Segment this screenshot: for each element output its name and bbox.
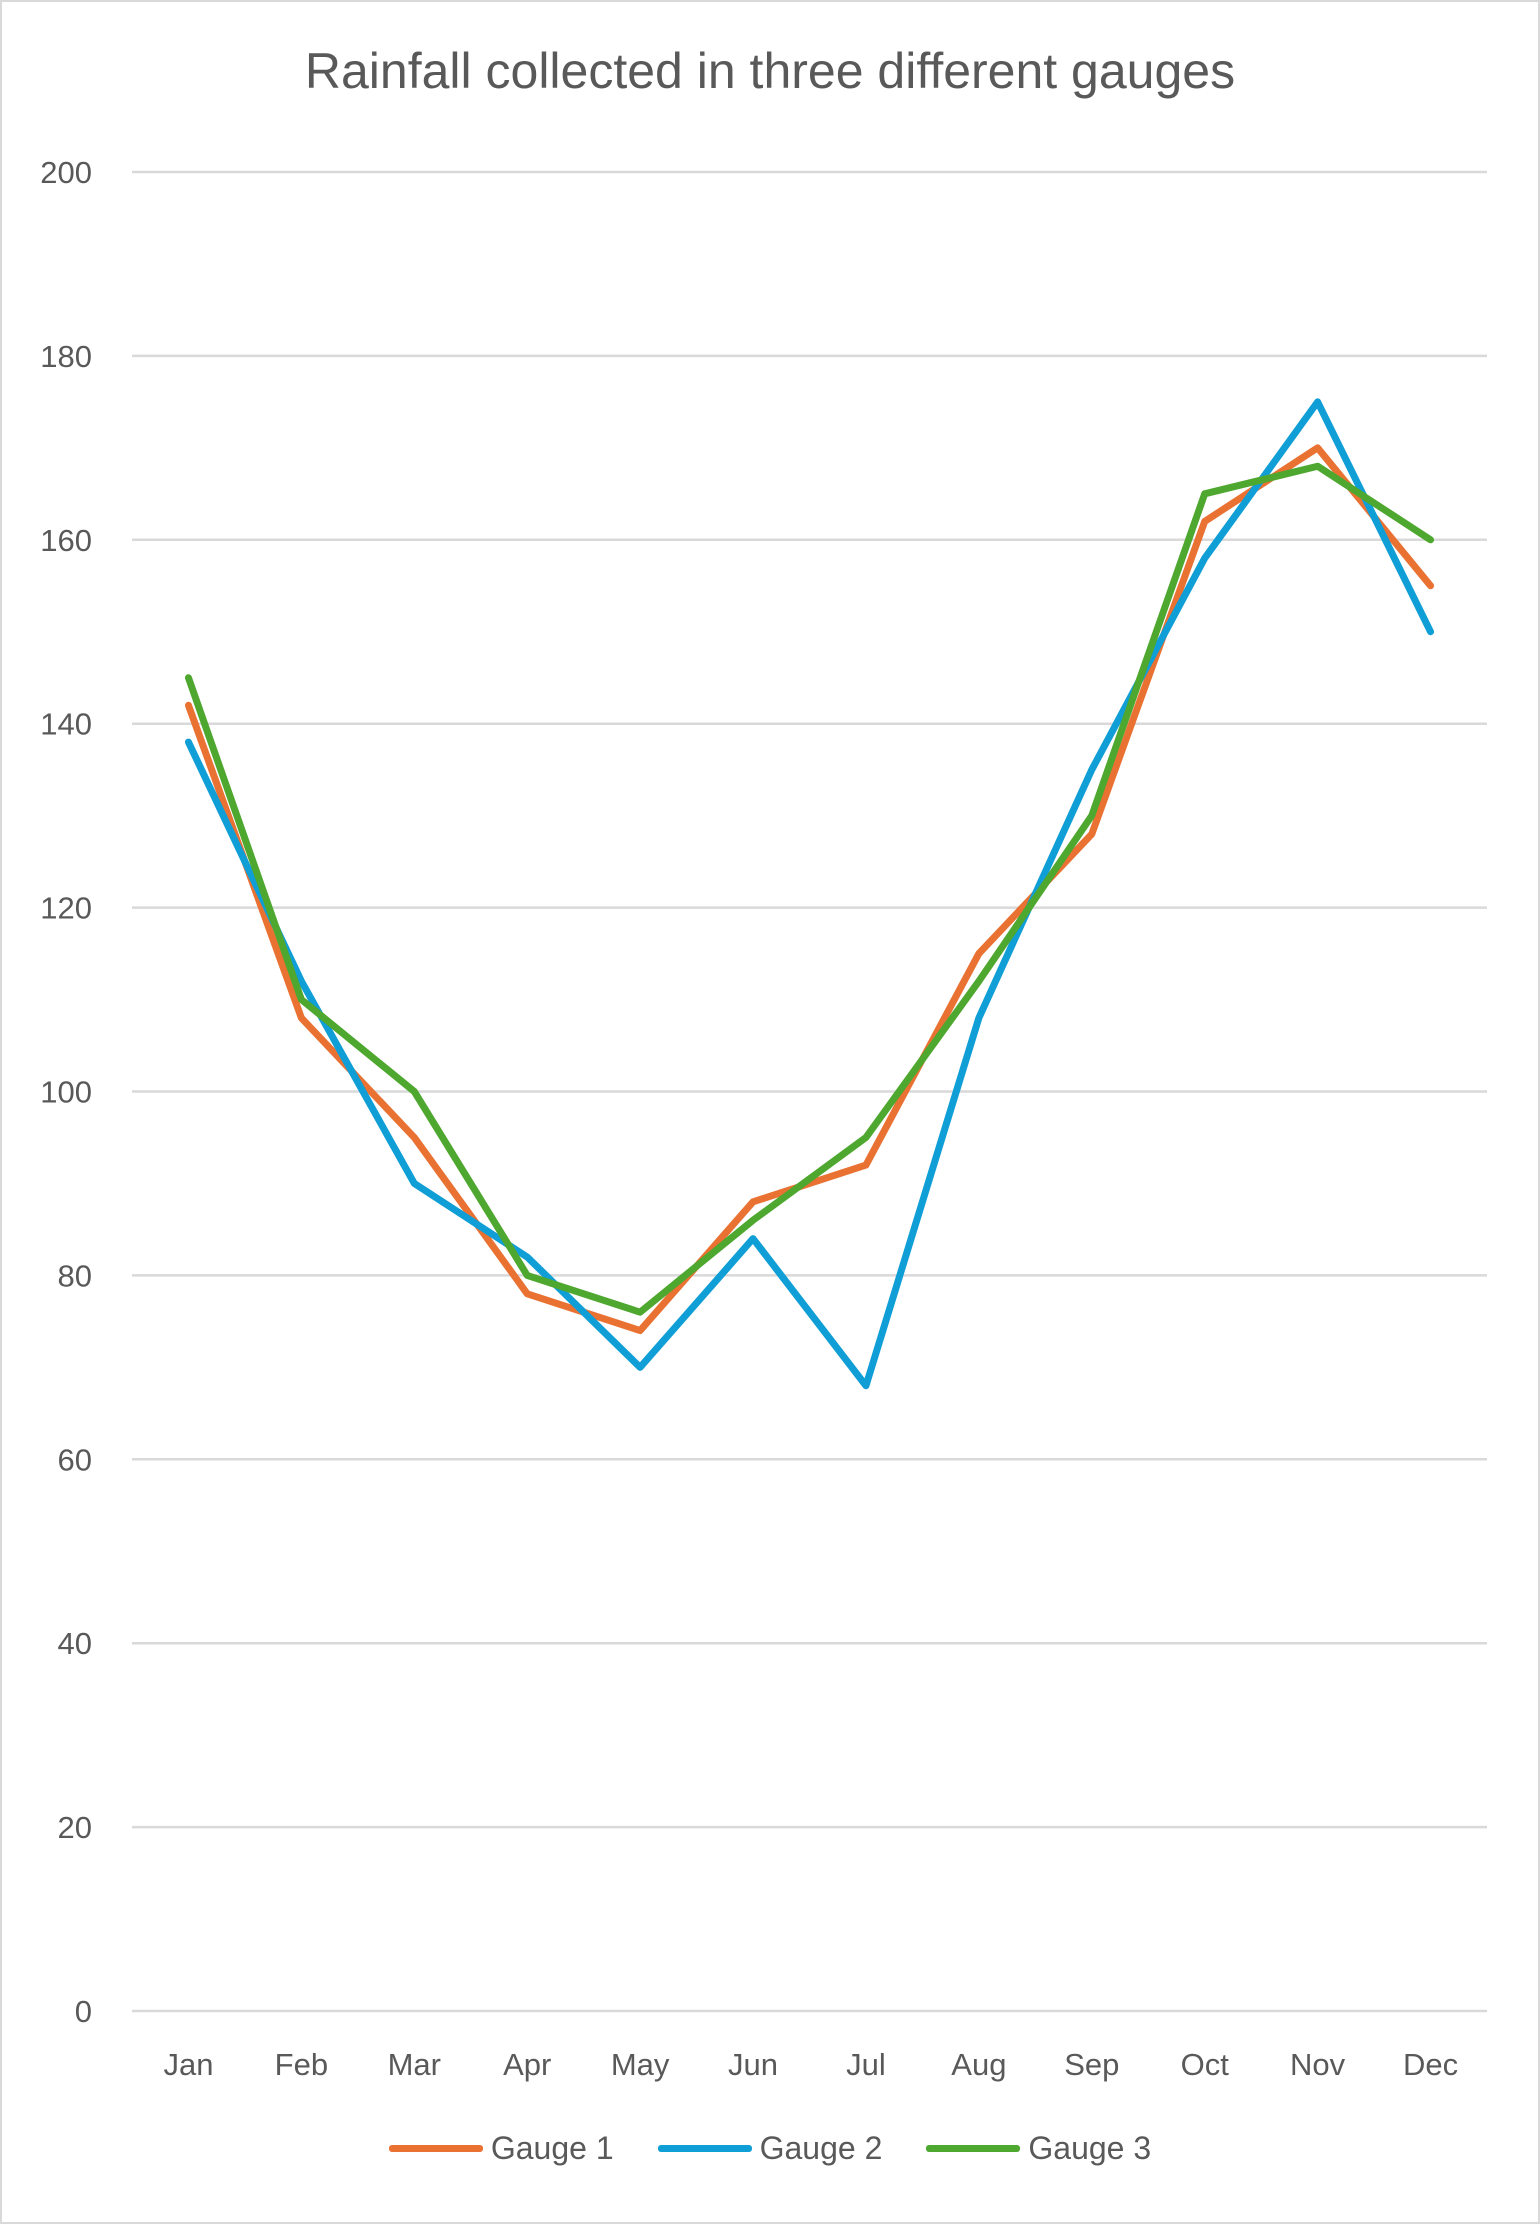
- x-tick-label: Sep: [1064, 2047, 1119, 2082]
- x-tick-label: Apr: [503, 2047, 551, 2082]
- x-tick-label: Mar: [388, 2047, 441, 2082]
- series-line-gauge-1: [184, 444, 1435, 1335]
- legend-item-gauge-2: Gauge 2: [657, 2130, 883, 2167]
- x-tick-label: Jan: [163, 2047, 213, 2082]
- x-tick-label: Nov: [1290, 2047, 1346, 2082]
- series-line-gauge-2: [184, 398, 1435, 1390]
- x-tick-label: May: [611, 2047, 670, 2082]
- x-tick-label: Feb: [275, 2047, 328, 2082]
- x-tick-label: Dec: [1403, 2047, 1458, 2082]
- legend-item-gauge-3: Gauge 3: [926, 2130, 1151, 2167]
- x-tick-label: Jun: [728, 2047, 778, 2082]
- legend-swatch: [657, 2145, 752, 2152]
- legend-item-gauge-1: Gauge 1: [388, 2130, 614, 2167]
- chart-title: Rainfall collected in three different ga…: [304, 43, 1236, 99]
- y-tick-label: 40: [58, 1626, 92, 1661]
- y-tick-label: 0: [75, 1994, 92, 2029]
- x-tick-label: Jul: [846, 2047, 886, 2082]
- y-tick-label: 180: [40, 339, 92, 374]
- x-tick-label: Aug: [951, 2047, 1006, 2082]
- y-tick-label: 120: [40, 891, 92, 926]
- y-tick-label: 80: [58, 1258, 92, 1293]
- y-tick-label: 160: [40, 523, 92, 558]
- y-tick-label: 20: [58, 1810, 92, 1845]
- legend-label: Gauge 2: [759, 2130, 883, 2166]
- y-tick-label: 140: [40, 707, 92, 742]
- x-tick-label: Oct: [1181, 2047, 1230, 2082]
- legend-label: Gauge 1: [490, 2130, 614, 2166]
- legend-swatch: [388, 2145, 483, 2152]
- series-line-gauge-3: [184, 462, 1435, 1316]
- y-tick-label: 100: [40, 1075, 92, 1110]
- y-tick-label: 60: [58, 1442, 92, 1477]
- legend-label: Gauge 3: [1028, 2130, 1152, 2166]
- legend-swatch: [926, 2145, 1021, 2152]
- y-tick-label: 200: [40, 155, 92, 190]
- legend: Gauge 1 Gauge 2 Gauge 3: [0, 2130, 1540, 2167]
